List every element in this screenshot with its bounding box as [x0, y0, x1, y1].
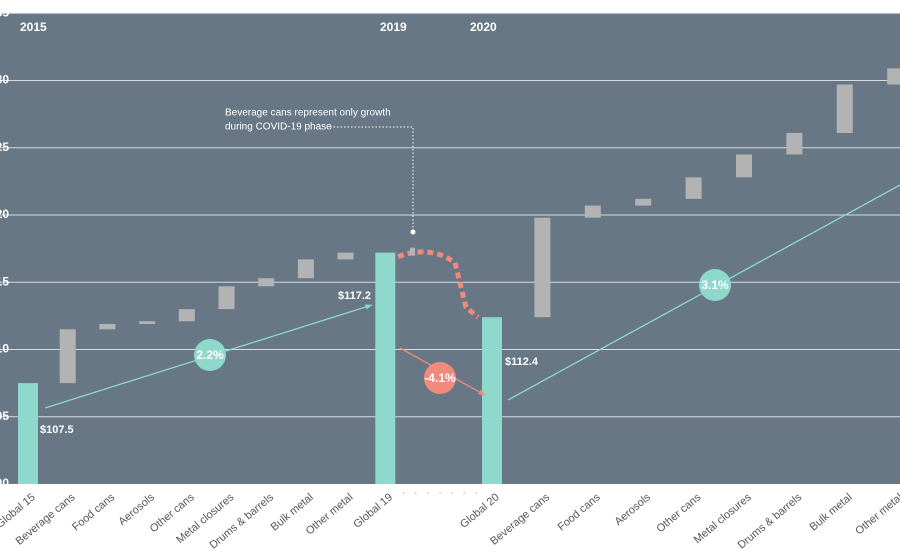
annotation: during COVID-19 phase [225, 122, 332, 133]
period-label: 2020 [470, 20, 497, 34]
x-label-group: Other cans [654, 491, 703, 535]
y-tick-label: 110 [0, 342, 9, 356]
total-bar [482, 317, 502, 484]
value-label: $112.4 [505, 356, 539, 368]
x-label-group: Food cans [70, 491, 117, 534]
y-tick-label: 115 [0, 274, 9, 288]
y-tick-label: 105 [0, 409, 9, 423]
plot-background [0, 13, 900, 484]
growth-badge [194, 339, 226, 371]
annotation-dot [410, 229, 416, 235]
step-bar [635, 198, 652, 206]
period-label: 2019 [380, 20, 407, 34]
y-tick-label: 130 [0, 73, 9, 87]
step-bar [337, 252, 354, 260]
x-label-group: Global 19 [351, 491, 395, 530]
trend-arrow [365, 304, 372, 310]
value-label: $117.2 [338, 290, 371, 302]
step-bar [685, 177, 702, 199]
step-bar [786, 132, 803, 155]
annotation: Beverage cans represent only growth [225, 108, 391, 119]
step-bar [59, 329, 76, 384]
x-tick-label: Aerosols [612, 491, 653, 528]
x-tick-label: Other cans [654, 491, 703, 535]
step-bar [258, 278, 275, 287]
growth-badge [424, 362, 456, 394]
x-label-group: Food cans [556, 491, 603, 534]
y-tick-label: 135 [0, 5, 9, 19]
growth-rate: 3.1% [701, 278, 729, 292]
step-bar [297, 259, 314, 279]
y-tick-label: 120 [0, 207, 9, 221]
x-label-group: Other metal [853, 491, 900, 537]
x-label-group: Aerosols [612, 491, 653, 528]
step-bar [534, 217, 551, 318]
y-tick-label: 125 [0, 140, 9, 154]
total-bar [18, 383, 38, 484]
x-tick-label: Food cans [70, 491, 117, 534]
growth-badge [699, 269, 731, 301]
step-bar [736, 154, 752, 178]
x-tick-label: Other metal [853, 491, 900, 537]
value-label: $107.5 [40, 424, 74, 436]
step-bar [218, 286, 235, 310]
period-label: 2015 [20, 20, 47, 34]
gap-dots: · · · · · · · [402, 488, 481, 499]
total-bar [375, 252, 396, 484]
growth-rate: 2.2% [196, 348, 224, 362]
x-tick-label: Bulk metal [808, 491, 855, 533]
step-bar [139, 321, 156, 324]
x-label-group: Bulk metal [808, 491, 855, 533]
covid-beverage-step [410, 247, 415, 256]
step-bar [99, 323, 116, 330]
x-tick-label: Food cans [556, 491, 603, 534]
step-bar [178, 309, 195, 322]
y-tick-label: 100 [0, 476, 9, 490]
annotation-leader [330, 126, 414, 230]
x-tick-label: Global 19 [351, 491, 395, 530]
step-bar [836, 84, 853, 133]
step-bar [887, 68, 900, 85]
trend-arrow [478, 389, 485, 395]
growth-rate: -4.1% [424, 371, 456, 385]
step-bar [584, 205, 601, 218]
